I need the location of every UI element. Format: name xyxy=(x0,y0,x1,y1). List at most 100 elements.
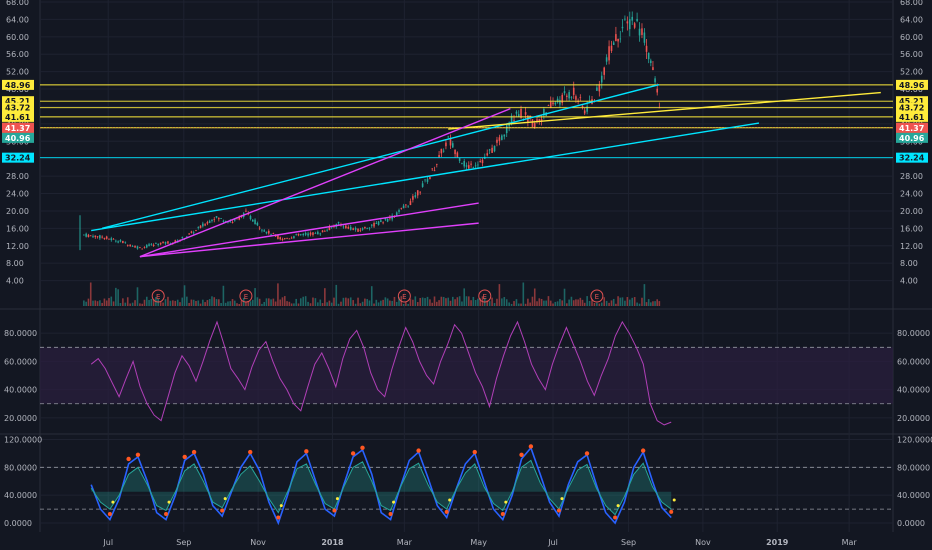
osc2-signal-dot xyxy=(223,497,227,501)
volume-bar xyxy=(299,298,302,306)
level-tag-label: 45.21 xyxy=(5,97,31,106)
candle-body xyxy=(103,237,106,240)
osc2-tick-label-right: 40.0000 xyxy=(897,491,930,500)
volume-bar xyxy=(85,301,87,306)
osc1-tick-label-left: 20.0000 xyxy=(4,414,37,423)
candle-body xyxy=(454,149,456,155)
level-tag-label: 43.72 xyxy=(899,104,924,113)
level-tag xyxy=(2,111,34,122)
volume-bar xyxy=(186,296,188,306)
volume-bar xyxy=(368,300,371,306)
volume-bar xyxy=(324,288,326,306)
volume-bar xyxy=(326,302,328,306)
osc1-tick-label-right: 40.0000 xyxy=(897,386,930,395)
candle-body xyxy=(421,183,424,187)
candle-body xyxy=(370,224,373,226)
candle-body xyxy=(536,119,538,122)
candle-body xyxy=(206,222,209,224)
candle-body xyxy=(204,224,206,226)
candle-body xyxy=(347,226,350,229)
volume-bar xyxy=(179,302,181,306)
volume-bar xyxy=(218,299,220,306)
volume-bar xyxy=(647,299,650,306)
volume-bar xyxy=(477,298,479,306)
oscillator-2-lines xyxy=(90,444,676,526)
candle-body xyxy=(202,223,204,227)
volume-bar xyxy=(199,303,202,306)
time-tick-label: May xyxy=(470,538,487,547)
volume-bar xyxy=(386,298,389,306)
osc2-signal-dot xyxy=(556,508,561,513)
candle-body xyxy=(461,163,463,164)
candle-body xyxy=(295,234,298,236)
volume-bar xyxy=(409,298,412,306)
volume-bar xyxy=(570,296,573,306)
volume-bar xyxy=(610,300,613,306)
volume-bar xyxy=(510,303,513,306)
candle-body xyxy=(529,115,531,117)
candle-body xyxy=(445,142,447,147)
price-tick-label-left: 4.00 xyxy=(6,277,24,286)
candle-body xyxy=(628,19,631,30)
time-tick-label: Sep xyxy=(176,538,191,547)
osc1-tick-label-left: 80.0000 xyxy=(4,329,37,338)
candle-body xyxy=(231,221,234,223)
candle-body xyxy=(513,120,515,122)
candle-body xyxy=(638,28,641,36)
current-price-tag xyxy=(896,122,928,133)
price-tick-label-right: 28.00 xyxy=(900,172,923,181)
osc2-tick-label-right: 0.0000 xyxy=(897,519,925,528)
candle-body xyxy=(293,236,295,239)
volume-bar xyxy=(302,296,305,306)
volume-bar xyxy=(382,299,384,306)
candle-body xyxy=(624,18,626,20)
level-tag xyxy=(2,96,34,107)
volume-bar xyxy=(231,299,234,306)
volume-bar xyxy=(295,298,298,306)
candle-body xyxy=(566,95,568,97)
osc1-tick-label-right: 60.0000 xyxy=(897,357,930,366)
price-tick-label-left: 24.00 xyxy=(6,190,29,199)
candle-body xyxy=(174,240,177,244)
candle-body xyxy=(414,195,417,198)
time-axis: Jul Sep Nov 2018 Mar May Jul Sep Nov 2019 Mar xyxy=(102,538,857,547)
volume-bar xyxy=(554,301,557,306)
volume-bar xyxy=(552,303,554,306)
price-tick-label-left: 28.00 xyxy=(6,172,29,181)
candle-body xyxy=(352,228,354,230)
osc1-tick-label-right: 80.0000 xyxy=(897,329,930,338)
candle-body xyxy=(324,230,326,232)
volume-bar xyxy=(515,299,518,306)
volume-bar xyxy=(321,303,324,306)
candle-body xyxy=(596,87,598,91)
volume-bar xyxy=(124,302,127,306)
candle-body xyxy=(643,32,646,43)
volume-bar xyxy=(412,299,414,306)
price-tick-label-right: 4.00 xyxy=(900,277,918,286)
candle-body xyxy=(364,226,366,229)
volume-bar xyxy=(486,300,489,306)
candle-body xyxy=(563,91,566,94)
candle-body xyxy=(463,161,466,167)
candle-body xyxy=(570,96,573,98)
volume-bar xyxy=(638,303,641,306)
candle-body xyxy=(538,119,541,122)
volume-bar xyxy=(467,296,470,306)
candle-body xyxy=(389,217,391,219)
volume-bar xyxy=(652,301,654,306)
volume-bars xyxy=(83,282,661,306)
candle-body xyxy=(496,139,498,143)
volume-bar xyxy=(600,302,603,306)
candle-body xyxy=(328,226,331,231)
volume-bar xyxy=(208,299,211,306)
volume-bar xyxy=(145,296,148,306)
volume-bar xyxy=(429,299,431,306)
candle-body xyxy=(155,243,157,245)
volume-bar xyxy=(354,303,357,306)
volume-bar xyxy=(359,303,362,306)
trendlines[interactable] xyxy=(91,84,881,258)
osc2-signal-dot xyxy=(276,515,281,520)
candle-body xyxy=(431,168,434,170)
